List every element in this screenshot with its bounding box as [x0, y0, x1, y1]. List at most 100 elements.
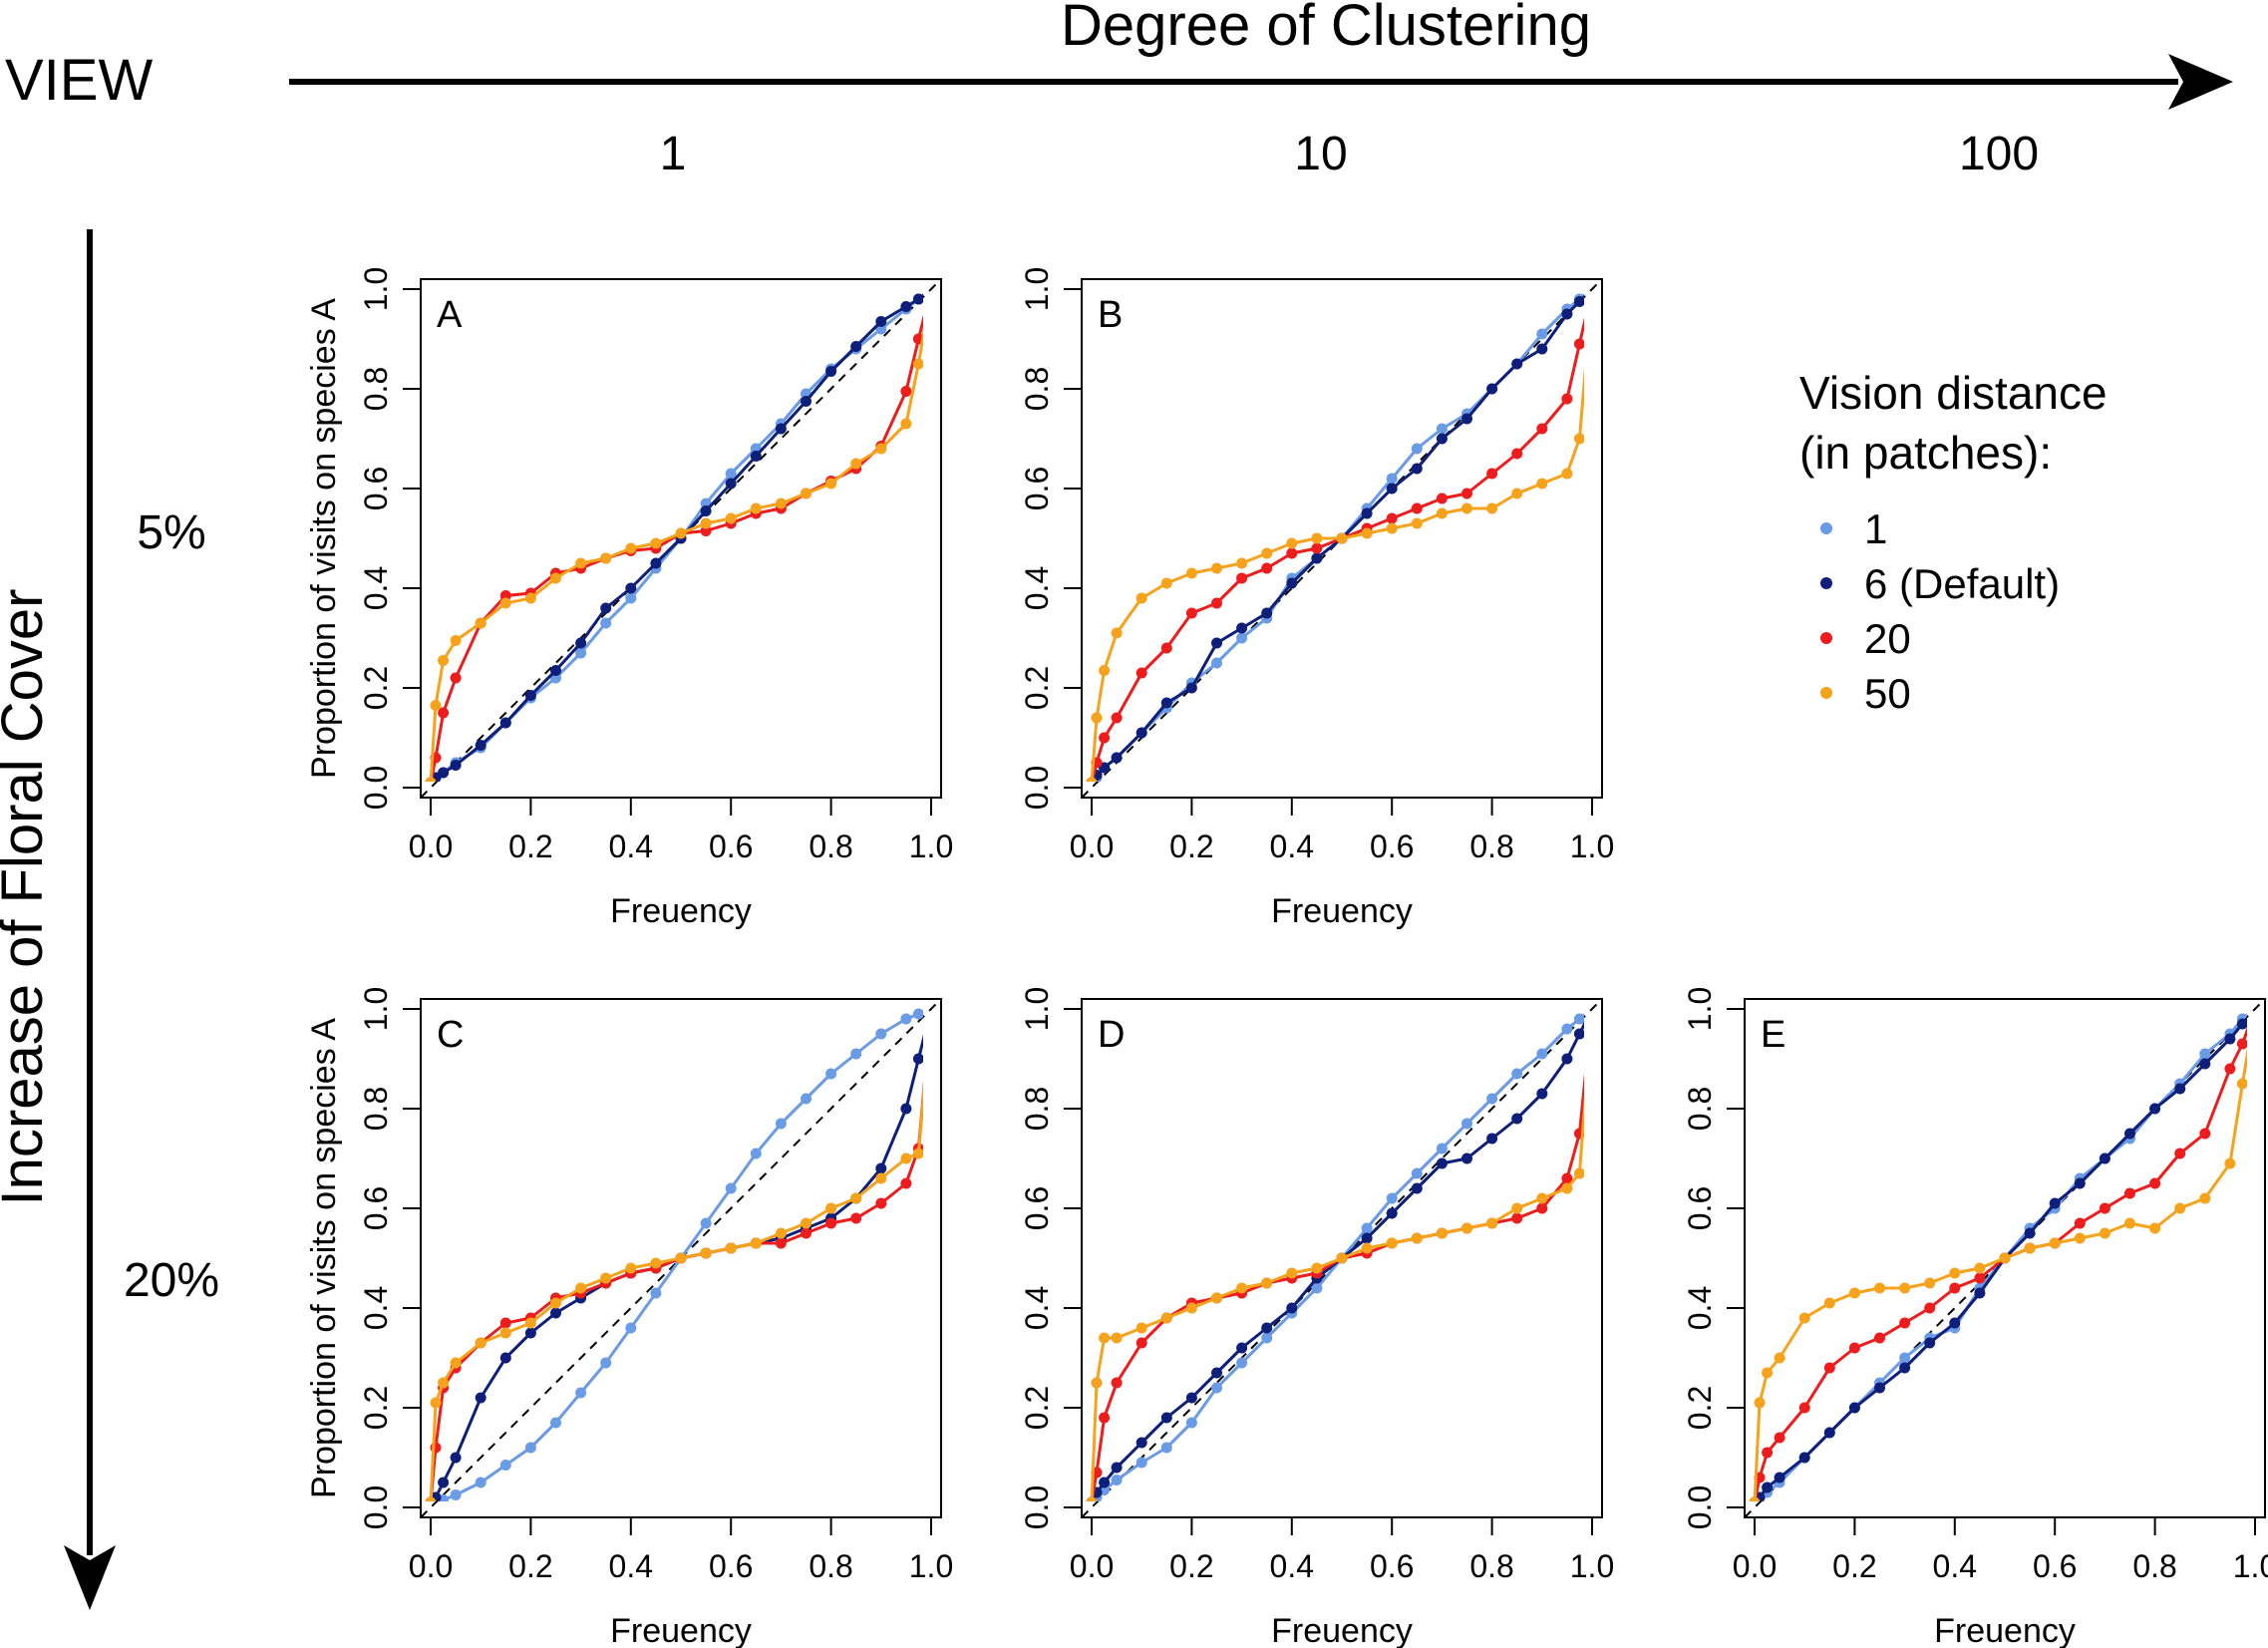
data-point-vision-20 — [1974, 1272, 1986, 1284]
y-tick-label: 1.0 — [358, 267, 394, 311]
data-point-vision-50 — [850, 458, 862, 470]
data-point-vision-20 — [900, 386, 912, 397]
plot-frame — [1081, 278, 1603, 799]
data-point-vision-6 — [1486, 383, 1498, 395]
data-point-vision-50 — [725, 1242, 737, 1254]
data-point-vision-6 — [1311, 552, 1323, 564]
data-point-vision-50 — [475, 1337, 486, 1349]
data-point-vision-1 — [1185, 1417, 1197, 1429]
data-point-vision-20 — [1386, 512, 1398, 524]
data-point-vision-50 — [801, 488, 811, 499]
data-point-vision-50 — [1874, 1282, 1885, 1294]
data-point-vision-6 — [1573, 1028, 1584, 1040]
series-line-vision-20 — [1090, 317, 1584, 782]
data-point-vision-50 — [1185, 567, 1197, 579]
y-tick-label: 0.2 — [358, 666, 394, 710]
y-tick-label: 0.4 — [358, 566, 394, 610]
data-point-vision-50 — [1486, 1217, 1498, 1229]
data-point-vision-6 — [1211, 1367, 1222, 1379]
panel-letter: C — [437, 1014, 464, 1056]
data-point-vision-20 — [825, 1217, 837, 1229]
data-point-vision-6 — [2174, 1083, 2186, 1095]
data-point-vision-1 — [524, 1442, 536, 1454]
panel-letter: E — [1761, 1014, 1785, 1056]
x-tick-label: 0.2 — [1169, 828, 1213, 864]
data-point-vision-50 — [875, 1172, 887, 1184]
y-tick-label: 0.0 — [1682, 1485, 1718, 1529]
data-point-vision-50 — [1091, 1377, 1103, 1389]
data-point-vision-20 — [2149, 1177, 2161, 1189]
data-point-vision-50 — [1211, 1292, 1222, 1304]
y-tick-label: 0.8 — [1019, 1087, 1055, 1131]
column-label-10: 10 — [1294, 128, 1347, 180]
data-point-vision-1 — [625, 592, 637, 604]
data-point-vision-6 — [2024, 1227, 2036, 1239]
x-tick-label: 0.0 — [1733, 1548, 1777, 1584]
data-point-vision-6 — [499, 717, 511, 729]
panel-letter: D — [1098, 1014, 1125, 1056]
data-point-vision-20 — [850, 1212, 862, 1224]
data-point-vision-50 — [1561, 468, 1573, 480]
data-point-vision-1 — [1386, 473, 1398, 485]
data-point-vision-50 — [1762, 1367, 1774, 1379]
y-tick-label: 0.2 — [1019, 1386, 1055, 1430]
data-point-vision-50 — [475, 617, 486, 629]
y-tick-label: 0.6 — [1019, 1186, 1055, 1230]
data-point-vision-20 — [1762, 1447, 1774, 1459]
data-point-vision-6 — [1899, 1362, 1911, 1374]
data-point-vision-6 — [1236, 622, 1248, 634]
data-point-vision-50 — [825, 478, 837, 490]
x-tick-label: 0.4 — [1933, 1548, 1977, 1584]
data-point-vision-6 — [1848, 1402, 1860, 1414]
x-axis-label: Freuency — [610, 1612, 752, 1648]
legend-title-line2: (in patches): — [1799, 427, 2052, 479]
data-point-vision-6 — [900, 1103, 912, 1115]
y-arrow-label: Increase of Floral Cover — [0, 589, 55, 1206]
data-point-vision-6 — [1099, 1477, 1111, 1488]
data-point-vision-6 — [725, 478, 737, 490]
data-point-vision-6 — [550, 665, 561, 676]
data-point-vision-6 — [450, 760, 462, 771]
series-line-vision-6 — [1090, 1021, 1584, 1501]
y-tick-label: 0.8 — [1019, 367, 1055, 411]
x-tick-label: 0.8 — [1469, 828, 1513, 864]
data-point-vision-50 — [425, 777, 437, 782]
data-point-vision-50 — [1573, 1167, 1584, 1179]
legend-entry-20: 20 — [1864, 615, 1911, 662]
data-point-vision-6 — [475, 740, 486, 751]
data-point-vision-1 — [1411, 443, 1423, 455]
data-point-vision-50 — [700, 517, 712, 529]
data-point-vision-20 — [1536, 423, 1548, 435]
data-point-vision-50 — [1261, 547, 1273, 559]
data-point-vision-50 — [425, 1496, 437, 1501]
data-point-vision-50 — [912, 1148, 923, 1159]
x-axis-label: Freuency — [610, 892, 752, 930]
data-point-vision-1 — [550, 1417, 561, 1429]
x-tick-label: 0.2 — [1832, 1548, 1876, 1584]
data-point-vision-50 — [2224, 1157, 2236, 1169]
legend-title-line1: Vision distance — [1799, 367, 2107, 419]
data-point-vision-6 — [2224, 1033, 2236, 1045]
data-point-vision-50 — [430, 700, 442, 711]
data-point-vision-50 — [1798, 1312, 1810, 1324]
data-point-vision-50 — [1511, 488, 1523, 499]
data-point-vision-50 — [1099, 1332, 1111, 1344]
data-point-vision-20 — [1261, 562, 1273, 574]
data-point-vision-1 — [1536, 1048, 1548, 1060]
data-point-vision-50 — [1536, 478, 1548, 490]
data-point-vision-1 — [600, 1357, 612, 1369]
data-point-vision-6 — [1511, 358, 1523, 370]
data-point-vision-20 — [1135, 1337, 1147, 1349]
data-point-vision-6 — [1111, 1462, 1123, 1474]
data-point-vision-20 — [1511, 448, 1523, 460]
legend-marker-50 — [1820, 687, 1832, 699]
data-point-vision-6 — [1486, 1133, 1498, 1145]
data-point-vision-6 — [625, 582, 637, 594]
data-point-vision-50 — [2074, 1232, 2086, 1244]
plot-frame — [420, 278, 942, 799]
data-point-vision-6 — [1461, 1153, 1472, 1164]
data-point-vision-20 — [912, 333, 923, 345]
data-point-vision-6 — [1762, 1482, 1774, 1493]
row-label-20: 20% — [124, 1254, 219, 1307]
